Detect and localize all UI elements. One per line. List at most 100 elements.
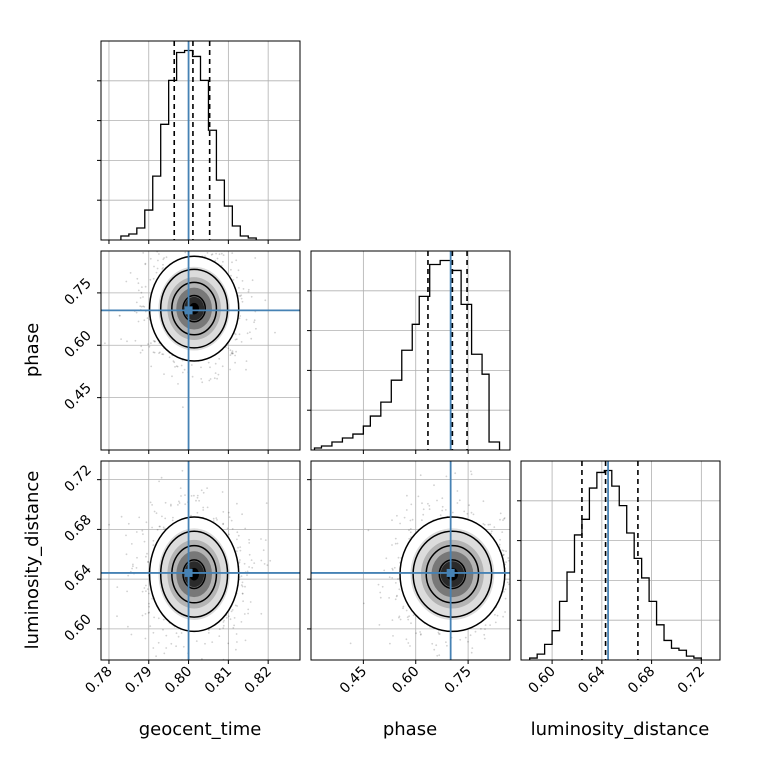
sample-point xyxy=(209,366,211,369)
sample-point xyxy=(507,557,510,559)
sample-point xyxy=(251,231,253,233)
tick-label-y: 0.75 xyxy=(61,275,94,308)
sample-point xyxy=(246,332,249,335)
sample-point xyxy=(231,350,234,353)
sample-point xyxy=(148,345,151,348)
sample-point xyxy=(178,502,181,504)
sample-point xyxy=(422,508,425,511)
sample-point xyxy=(247,612,250,615)
contour-line xyxy=(159,268,229,349)
sample-point xyxy=(227,347,230,350)
contour-line xyxy=(182,294,207,323)
sample-point xyxy=(144,285,147,288)
sample-point xyxy=(235,633,238,635)
sample-point xyxy=(235,550,238,553)
sample-point xyxy=(459,638,462,641)
sample-point xyxy=(503,517,506,519)
sample-point xyxy=(153,351,156,354)
sample-point xyxy=(396,594,398,597)
sample-point xyxy=(168,356,171,359)
tick-label-y: 0.60 xyxy=(61,611,94,644)
sample-point xyxy=(134,339,137,342)
sample-point xyxy=(200,366,202,369)
sample-point xyxy=(245,360,248,362)
tick-label-x: 0.72 xyxy=(675,664,708,697)
sample-point xyxy=(225,616,228,619)
sample-point xyxy=(138,516,141,519)
sample-point xyxy=(482,523,485,525)
sample-point xyxy=(218,253,221,256)
contour-line xyxy=(171,544,218,604)
sample-point xyxy=(241,592,244,595)
panel-frame xyxy=(100,40,301,241)
sample-point xyxy=(150,342,152,344)
sample-point xyxy=(211,247,213,249)
sample-point xyxy=(196,511,199,514)
sample-point xyxy=(240,294,243,297)
sample-point xyxy=(501,549,504,552)
sample-point xyxy=(503,517,505,520)
sample-point xyxy=(260,612,263,615)
sample-point xyxy=(441,505,444,508)
sample-point xyxy=(146,588,149,590)
sample-point xyxy=(230,519,233,522)
sample-point xyxy=(409,645,411,647)
sample-point xyxy=(394,537,397,540)
tick-label-x: 0.81 xyxy=(202,664,235,697)
sample-point xyxy=(237,534,240,537)
sample-point xyxy=(410,503,413,506)
sample-point xyxy=(162,267,165,269)
sample-point xyxy=(207,361,210,364)
sample-point xyxy=(193,494,195,497)
sample-point xyxy=(464,636,467,639)
sample-point xyxy=(162,526,165,529)
sample-point xyxy=(174,366,176,368)
sample-point xyxy=(242,600,245,603)
sample-point xyxy=(229,349,232,352)
sample-point xyxy=(367,529,370,532)
sample-point xyxy=(231,352,234,355)
sample-point xyxy=(407,618,410,621)
sample-point xyxy=(216,245,218,247)
sample-point xyxy=(141,614,144,617)
panel-frame xyxy=(310,460,511,661)
sample-point xyxy=(229,618,232,621)
sample-point xyxy=(391,544,393,546)
sample-point xyxy=(137,289,140,292)
y-axis-label-luminosity-distance: luminosity_distance xyxy=(22,471,43,650)
sample-point xyxy=(415,632,417,635)
sample-point xyxy=(160,476,163,479)
sample-point xyxy=(149,278,152,281)
sample-point xyxy=(222,523,225,526)
sample-point xyxy=(104,342,106,345)
sample-point xyxy=(141,349,144,352)
sample-point xyxy=(145,555,147,558)
sample-point xyxy=(393,566,396,569)
sample-point xyxy=(201,658,203,660)
sample-point xyxy=(508,583,510,586)
sample-point xyxy=(263,563,266,565)
sample-point xyxy=(206,252,209,254)
sample-point xyxy=(204,255,206,258)
sample-point xyxy=(244,639,247,642)
sample-point xyxy=(145,584,147,587)
panel-1-1 xyxy=(307,250,511,454)
contour-line xyxy=(399,516,506,633)
sample-point xyxy=(441,509,444,512)
sample-point xyxy=(173,361,176,364)
sample-point xyxy=(165,647,168,649)
sample-point xyxy=(153,265,155,268)
sample-point xyxy=(526,571,528,573)
sample-point xyxy=(151,504,154,506)
sample-point xyxy=(406,616,409,619)
sample-point xyxy=(490,532,492,535)
sample-point xyxy=(265,502,268,504)
sample-point xyxy=(379,596,382,599)
sample-point xyxy=(228,516,231,518)
sample-point xyxy=(411,518,414,521)
sample-point xyxy=(155,655,158,658)
sample-point xyxy=(399,522,401,525)
sample-point xyxy=(190,514,192,517)
sample-point xyxy=(212,517,215,520)
sample-point xyxy=(436,654,439,657)
